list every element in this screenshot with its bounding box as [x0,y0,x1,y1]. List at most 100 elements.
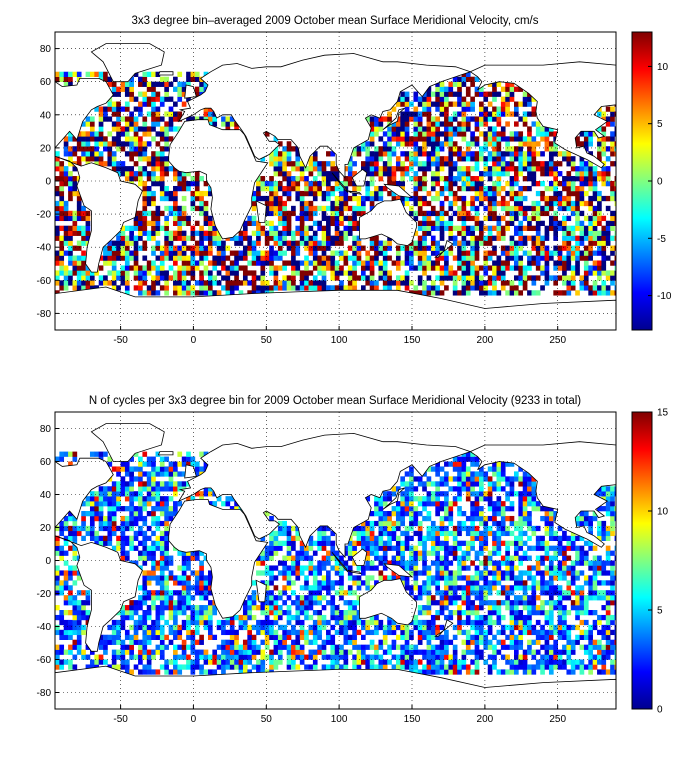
data-bin [395,634,401,640]
data-bin [199,605,204,611]
data-bin [164,466,169,472]
data-bin [190,595,196,601]
data-bin [321,644,327,650]
data-bin [133,496,139,502]
data-bin [365,525,371,532]
data-bin [186,220,191,226]
data-bin [413,595,419,601]
data-bin [251,580,257,586]
data-bin [308,535,314,541]
data-bin [199,245,204,251]
data-bin [378,624,384,631]
data-bin [164,131,169,137]
data-bin [343,166,349,172]
data-bin [465,151,471,157]
data-bin [55,275,60,281]
data-bin [566,255,572,261]
data-bin [59,634,65,640]
data-bin [518,146,524,152]
data-bin [186,629,191,636]
data-bin [181,210,187,217]
data-bin [103,146,108,152]
data-bin [479,290,484,296]
data-bin [159,545,165,551]
data-bin [391,126,397,132]
data-bin [343,235,349,241]
data-bin [374,285,379,291]
data-bin [142,230,148,236]
data-bin [588,161,593,167]
data-bin [173,171,178,177]
data-bin [291,260,296,266]
data-bin [76,570,82,576]
data-bin [59,185,65,192]
data-bin [369,205,375,212]
data-bin [59,161,65,167]
data-bin [234,280,239,286]
data-bin [474,270,480,276]
data-bin [111,634,117,640]
data-bin [282,570,287,576]
data-bin [496,176,502,182]
data-bin [448,200,454,207]
data-bin [256,555,261,561]
data-bin [352,610,357,616]
data-bin [422,255,427,261]
data-bin [378,265,384,271]
data-bin [199,654,204,660]
data-bin [439,166,445,172]
data-bin [98,644,104,650]
data-bin [59,520,65,527]
data-bin [509,285,515,291]
data-bin [107,639,113,645]
data-bin [251,590,257,596]
data-bin [518,280,524,286]
data-bin [133,126,139,132]
data-bin [330,595,336,601]
data-bin [142,121,148,127]
data-bin [326,220,331,226]
data-bin [575,141,580,147]
data-bin [317,530,322,537]
data-bin [299,235,305,241]
colorbar-tick-label: 10 [657,62,669,73]
data-bin [610,220,615,226]
data-bin [203,220,209,226]
land-outline [184,84,197,99]
data-bin [330,614,336,621]
data-bin [273,136,279,142]
data-bin [260,535,266,541]
data-bin [85,610,91,616]
data-bin [518,131,524,137]
data-bin [146,270,152,276]
data-bin [597,141,602,147]
data-bin [583,235,589,241]
data-bin [103,71,108,77]
data-bin [229,280,235,286]
data-bin [413,511,419,517]
data-bin [68,575,73,581]
data-bin [151,486,156,492]
data-bin [308,565,314,571]
data-bin [103,515,108,522]
data-bin [282,610,287,616]
data-bin [374,121,379,127]
data-bin [59,629,65,636]
data-bin [395,664,401,670]
data-bin [361,540,366,546]
data-bin [413,190,419,197]
data-bin [142,200,148,207]
data-bin [208,260,213,266]
data-bin [295,240,301,246]
data-bin [417,481,423,487]
data-bin [308,560,314,566]
data-bin [444,270,449,276]
data-bin [103,525,108,532]
data-bin [409,535,414,541]
data-bin [334,580,340,586]
data-bin [474,250,480,256]
data-bin [361,265,366,271]
data-bin [409,250,414,256]
data-bin [439,235,445,241]
data-bin [194,605,200,611]
